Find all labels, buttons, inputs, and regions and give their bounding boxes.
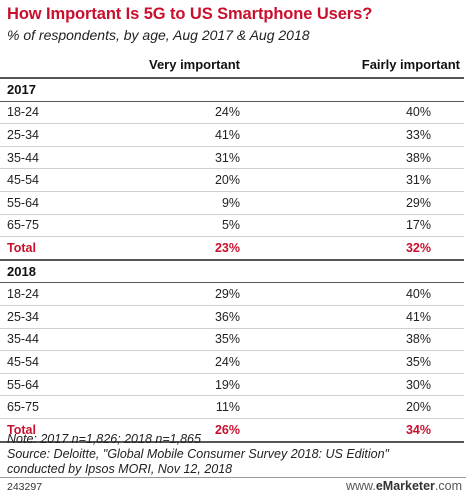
age-group-label: 18-24 [0,282,92,306]
very-important-value: 11% [91,395,241,419]
very-important-value: 36% [91,305,241,329]
table-body: 2017 18-24 24% 40% 25-34 41% 33% 35-44 31% 38% 45-… [0,78,464,443]
very-important-value: 20% [91,168,241,192]
fairly-important-value: 17% [240,214,464,238]
table-row: 55-64 19% 30% [0,373,464,397]
section-empty-cell [240,78,464,102]
table-row: 35-44 31% 38% [0,146,464,170]
section-header-row: 2018 [0,259,464,284]
section-empty-cell [91,259,241,284]
chart-id: 243297 [7,481,43,493]
very-important-value: 19% [91,373,241,397]
chart-title: How Important Is 5G to US Smartphone Use… [7,5,373,23]
fairly-important-value: 33% [240,123,464,147]
table-row: 18-24 24% 40% [0,101,464,125]
very-important-value: 29% [91,282,241,306]
fairly-important-value: 41% [240,305,464,329]
fairly-important-value: 29% [240,191,464,215]
very-important-value: 24% [91,101,241,125]
age-group-label: 45-54 [0,350,92,374]
section-year-label: 2017 [0,78,92,102]
age-group-label: 65-75 [0,395,92,419]
very-important-value: 31% [91,146,241,170]
note-source: Source: Deloitte, "Global Mobile Consume… [7,446,389,461]
total-very-important-value: 26% [91,418,241,443]
table-header-row: Very important Fairly important [0,52,464,79]
fairly-important-value: 40% [240,282,464,306]
fairly-important-value: 35% [240,350,464,374]
table-row: 55-64 9% 29% [0,191,464,215]
section-year-label: 2018 [0,259,92,284]
age-group-label: 55-64 [0,373,92,397]
note-sample-size: Note: 2017 n=1,826; 2018 n=1,865 [7,432,201,446]
age-group-label: 55-64 [0,191,92,215]
age-group-label: 25-34 [0,123,92,147]
section-empty-cell [240,259,464,284]
column-header-fairly-important: Fairly important [240,52,464,79]
chart-subtitle: % of respondents, by age, Aug 2017 & Aug… [7,27,310,43]
column-header-very-important: Very important [91,52,241,79]
very-important-value: 35% [91,328,241,352]
total-fairly-important-value: 32% [240,236,464,261]
table-row: 25-34 41% 33% [0,123,464,147]
age-group-label: 35-44 [0,328,92,352]
data-table: Very important Fairly important 2017 18-2… [0,52,464,443]
fairly-important-value: 31% [240,168,464,192]
table-row: 35-44 35% 38% [0,328,464,352]
total-fairly-important-value: 34% [240,418,464,443]
very-important-value: 5% [91,214,241,238]
table-row: 65-75 11% 20% [0,395,464,419]
total-very-important-value: 23% [91,236,241,261]
very-important-value: 41% [91,123,241,147]
total-label: Total [0,418,92,443]
brand-name: eMarketer [375,479,435,493]
age-group-label: 18-24 [0,101,92,125]
note-conducted-by: conducted by Ipsos MORI, Nov 12, 2018 [7,461,233,476]
brand-prefix: www. [345,479,376,493]
notes: Note: 2017 n=1,826; 2018 n=1,865 Source:… [7,432,389,476]
table-row: 25-34 36% 41% [0,305,464,329]
very-important-value: 24% [91,350,241,374]
section-empty-cell [91,78,241,102]
total-row: Total 23% 32% [0,236,464,261]
footer-divider [0,477,466,478]
total-row: Total 26% 34% [0,418,464,443]
table-row: 45-54 20% 31% [0,168,464,192]
very-important-value: 9% [91,191,241,215]
brand-suffix: .com [434,479,462,493]
table-row: 18-24 29% 40% [0,282,464,306]
total-label: Total [0,236,92,261]
fairly-important-value: 38% [240,328,464,352]
fairly-important-value: 20% [240,395,464,419]
section-header-row: 2017 [0,78,464,102]
fairly-important-value: 38% [240,146,464,170]
column-header-label [0,52,92,79]
emarketer-logo: www.eMarketer.com [346,479,462,493]
fairly-important-value: 40% [240,101,464,125]
table-row: 65-75 5% 17% [0,214,464,238]
age-group-label: 45-54 [0,168,92,192]
fairly-important-value: 30% [240,373,464,397]
age-group-label: 25-34 [0,305,92,329]
table-row: 45-54 24% 35% [0,350,464,374]
age-group-label: 35-44 [0,146,92,170]
age-group-label: 65-75 [0,214,92,238]
